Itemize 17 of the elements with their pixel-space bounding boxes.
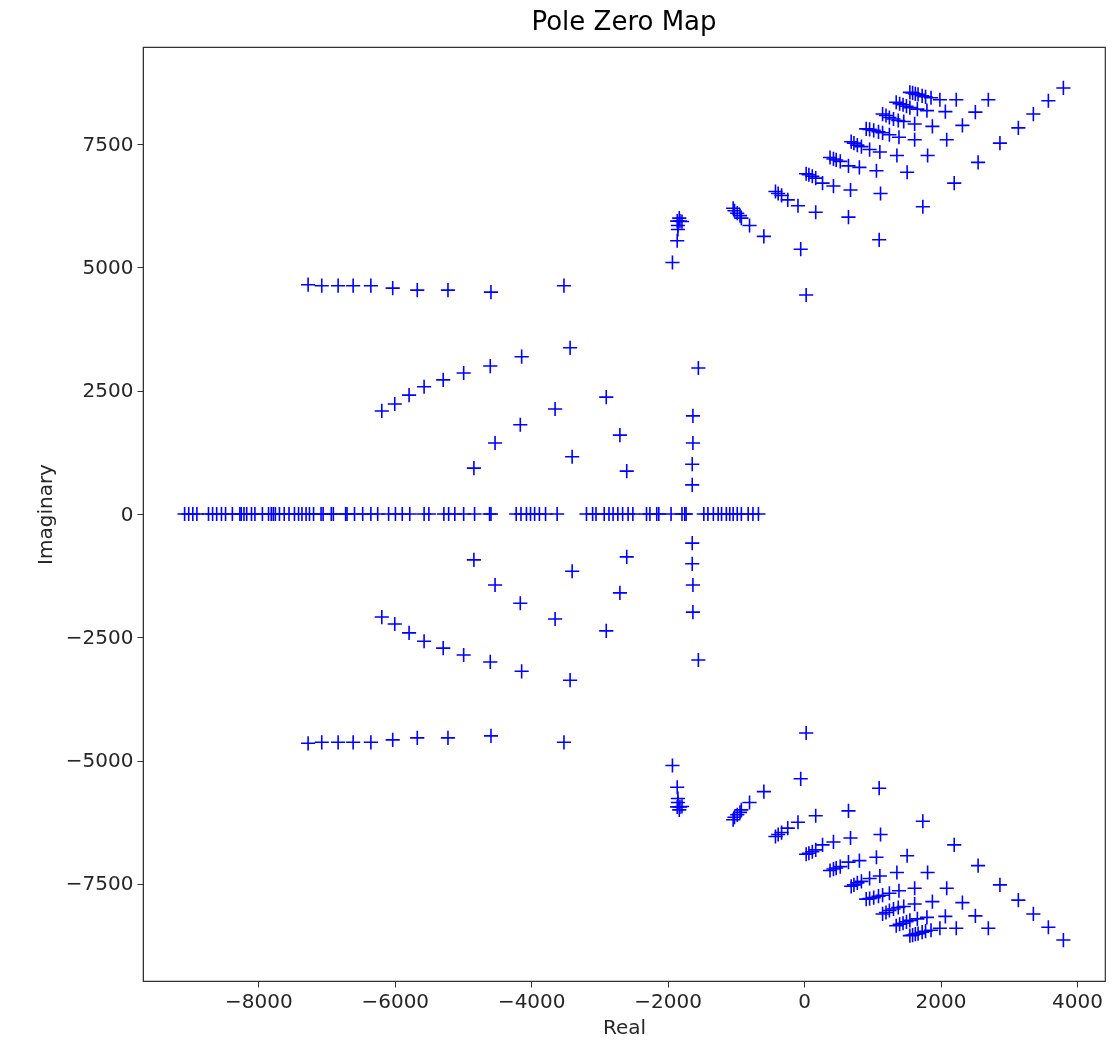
x-tick-label: −2000: [634, 988, 702, 1013]
x-tick-label: 4000: [1052, 988, 1103, 1013]
y-tick-label: −7500: [65, 871, 134, 896]
y-tick-label: 7500: [82, 131, 134, 156]
x-tick-label: 0: [798, 988, 811, 1013]
y-tick-label: 5000: [82, 254, 134, 279]
chart-title: Pole Zero Map: [531, 6, 717, 36]
y-tick-label: 0: [120, 501, 134, 526]
x-tick-label: −8000: [224, 988, 293, 1013]
y-tick-label: −2500: [65, 624, 134, 649]
y-axis-title: Imaginary: [32, 463, 57, 565]
y-tick-label: −5000: [65, 748, 134, 773]
x-tick-label: 2000: [915, 988, 967, 1013]
x-tick-label: −6000: [361, 988, 430, 1013]
x-tick-label: −4000: [497, 988, 566, 1013]
x-axis-title: Real: [602, 1014, 647, 1039]
y-tick-label: 2500: [82, 378, 134, 403]
